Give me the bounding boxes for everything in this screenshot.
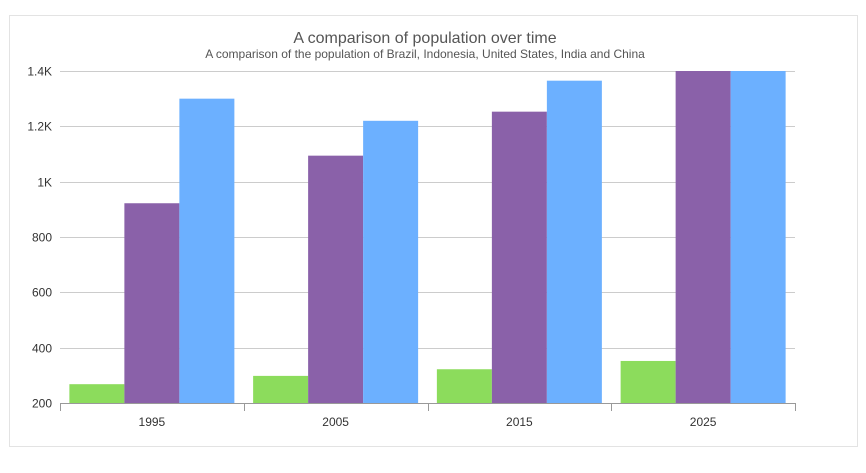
bar	[620, 360, 676, 403]
y-axis-ticks: 200 400 600 800 1K 1.2K 1.4K	[27, 65, 52, 411]
chart-title: A comparison of population over time	[293, 30, 556, 47]
bar	[69, 384, 125, 403]
y-tick-label: 1.2K	[27, 120, 52, 134]
y-tick-label: 600	[32, 286, 52, 300]
x-tick-label: 2015	[506, 415, 533, 429]
x-tick-label: 1995	[139, 415, 166, 429]
y-tick-label: 200	[32, 397, 52, 411]
chart-subtitle: A comparison of the population of Brazil…	[205, 47, 645, 61]
x-axis: 1995 2005 2015 2025	[60, 403, 796, 429]
y-tick-label: 1.4K	[27, 65, 52, 79]
bar	[436, 369, 492, 403]
bar	[675, 71, 731, 403]
bar	[363, 120, 419, 404]
y-tick-label: 1K	[37, 176, 52, 190]
bar	[491, 111, 547, 404]
bar	[546, 80, 602, 403]
bar	[124, 203, 180, 403]
bar	[308, 155, 364, 403]
bar	[730, 71, 786, 403]
y-tick-label: 800	[32, 231, 52, 245]
y-tick-label: 400	[32, 342, 52, 356]
bar	[253, 375, 309, 403]
x-tick-label: 2005	[322, 415, 349, 429]
x-tick-label: 2025	[690, 415, 717, 429]
bar	[179, 98, 235, 404]
bars	[69, 71, 786, 404]
